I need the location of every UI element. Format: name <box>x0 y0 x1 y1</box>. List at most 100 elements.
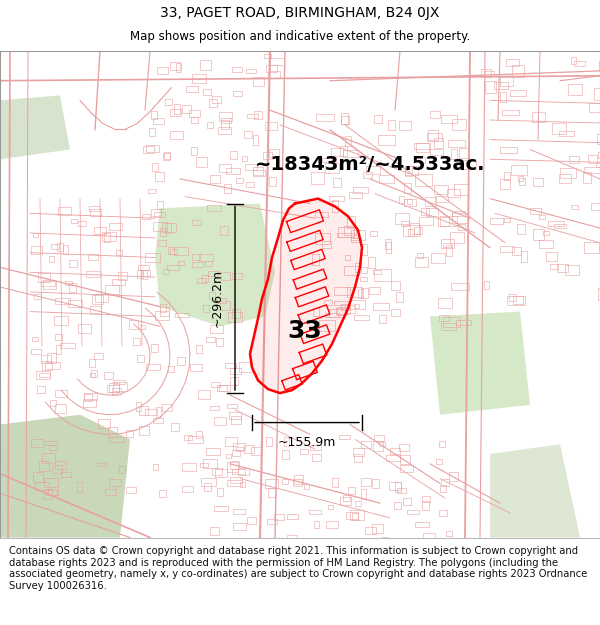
Bar <box>206 337 215 342</box>
Bar <box>404 182 411 192</box>
Bar <box>42 453 55 463</box>
Bar <box>155 311 169 320</box>
Bar <box>232 450 241 456</box>
Text: Map shows position and indicative extent of the property.: Map shows position and indicative extent… <box>130 31 470 43</box>
Bar <box>89 206 100 211</box>
Bar <box>153 418 163 423</box>
Bar <box>136 402 141 411</box>
Bar <box>436 459 442 464</box>
Bar <box>35 482 49 491</box>
Bar <box>347 288 362 297</box>
Bar <box>379 442 385 446</box>
Text: ~155.9m: ~155.9m <box>278 436 336 449</box>
Bar <box>354 304 359 309</box>
Bar <box>484 281 490 289</box>
Bar <box>139 426 149 435</box>
Bar <box>594 88 600 100</box>
Bar <box>584 168 600 173</box>
Bar <box>310 445 320 451</box>
Bar <box>192 74 206 83</box>
Bar <box>368 257 376 269</box>
Bar <box>190 364 202 371</box>
Bar <box>332 478 338 488</box>
Bar <box>394 502 401 509</box>
Bar <box>209 292 215 299</box>
Bar <box>247 181 254 187</box>
Bar <box>192 221 200 225</box>
Bar <box>312 254 319 265</box>
Bar <box>428 129 439 141</box>
Bar <box>361 478 371 486</box>
Bar <box>404 199 416 206</box>
Bar <box>349 192 362 198</box>
Bar <box>366 166 380 174</box>
Bar <box>407 510 419 514</box>
Bar <box>343 495 350 501</box>
Bar <box>233 523 247 530</box>
Bar <box>33 472 43 482</box>
Bar <box>109 479 121 486</box>
Bar <box>265 479 278 488</box>
Bar <box>230 368 241 374</box>
Bar <box>319 319 335 331</box>
Bar <box>341 304 349 310</box>
Bar <box>500 179 510 189</box>
Bar <box>200 462 208 468</box>
Bar <box>350 300 365 309</box>
Bar <box>552 123 566 134</box>
Bar <box>361 288 368 298</box>
Bar <box>253 166 263 175</box>
Bar <box>504 218 510 222</box>
Bar <box>405 166 418 174</box>
Bar <box>230 416 241 424</box>
Bar <box>441 323 456 330</box>
Bar <box>45 441 58 445</box>
Bar <box>340 146 347 156</box>
Bar <box>324 300 332 305</box>
Bar <box>452 213 468 223</box>
Bar <box>88 254 98 260</box>
Bar <box>518 176 523 181</box>
Bar <box>571 58 576 64</box>
Bar <box>38 273 50 282</box>
Bar <box>420 157 425 162</box>
Bar <box>52 244 59 249</box>
Bar <box>263 152 272 159</box>
Bar <box>437 217 449 226</box>
Bar <box>109 383 119 392</box>
Bar <box>574 61 585 66</box>
Bar <box>377 134 395 145</box>
Bar <box>430 111 440 118</box>
Bar <box>452 119 466 130</box>
Bar <box>55 334 62 341</box>
Bar <box>208 271 218 276</box>
Bar <box>282 450 289 459</box>
Bar <box>500 246 514 252</box>
Bar <box>106 285 119 294</box>
Bar <box>118 272 127 280</box>
Bar <box>418 253 423 258</box>
Bar <box>500 92 506 102</box>
Bar <box>152 118 164 124</box>
Bar <box>372 524 383 533</box>
Bar <box>284 437 289 446</box>
Bar <box>521 251 527 262</box>
Bar <box>71 219 77 223</box>
Bar <box>49 445 57 450</box>
Bar <box>484 71 494 76</box>
Bar <box>345 304 355 312</box>
Bar <box>299 449 308 454</box>
Bar <box>230 461 239 469</box>
Bar <box>598 288 600 299</box>
Bar <box>34 294 41 299</box>
Bar <box>104 233 110 241</box>
Bar <box>211 382 220 387</box>
Bar <box>340 497 351 505</box>
Bar <box>49 256 54 262</box>
Bar <box>530 208 541 214</box>
Bar <box>565 265 580 276</box>
Bar <box>415 174 431 186</box>
Bar <box>46 489 58 494</box>
Bar <box>341 112 348 124</box>
Bar <box>337 233 354 237</box>
